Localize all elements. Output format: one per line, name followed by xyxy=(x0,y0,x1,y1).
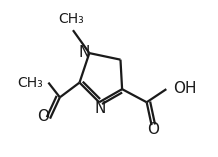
Text: OH: OH xyxy=(173,81,196,96)
Text: N: N xyxy=(94,101,106,116)
Text: CH₃: CH₃ xyxy=(58,12,84,26)
Text: N: N xyxy=(79,45,90,60)
Text: O: O xyxy=(147,122,159,137)
Text: CH₃: CH₃ xyxy=(18,76,43,90)
Text: O: O xyxy=(37,109,49,125)
